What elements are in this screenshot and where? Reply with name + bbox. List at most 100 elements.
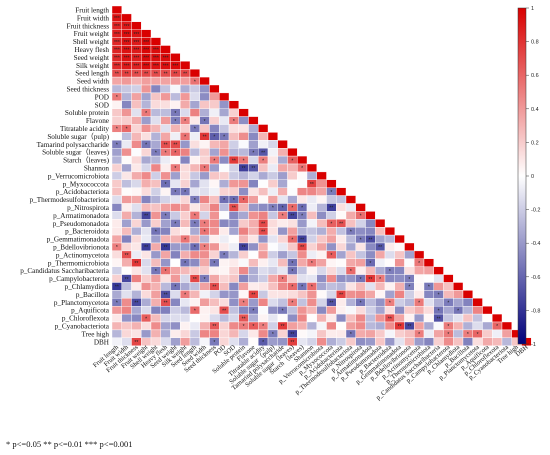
significance-mark: *	[360, 277, 362, 283]
significance-mark: *	[408, 285, 410, 291]
significance-mark: *	[350, 269, 352, 275]
significance-mark: *	[126, 127, 128, 133]
heatmap-cell	[248, 242, 259, 252]
heatmap-cell	[297, 219, 308, 228]
heatmap-cell	[277, 147, 288, 157]
heatmap-cell	[199, 234, 210, 244]
colorbar: 1 0.8 0.6 0.4 0.2 0 -0.2 -0.4 -0.6 -0.8 -1	[517, 6, 540, 348]
row-label: p_Thermomicrobiota	[48, 259, 110, 267]
heatmap-cell	[355, 313, 366, 323]
heatmap-cell	[160, 92, 171, 102]
heatmap-cell	[267, 195, 278, 204]
heatmap-cell	[219, 290, 230, 299]
heatmap-cell	[287, 147, 298, 157]
heatmap-cell	[121, 321, 132, 331]
row-label: Starch（leaves)	[63, 157, 110, 165]
heatmap-cell	[141, 195, 152, 204]
heatmap-cell	[150, 124, 161, 133]
heatmap-cell	[160, 226, 171, 236]
heatmap-cell	[228, 306, 239, 315]
heatmap-cell	[131, 242, 142, 252]
significance-mark: *	[252, 308, 254, 314]
heatmap-cell	[482, 306, 493, 315]
heatmap-cell	[189, 258, 200, 267]
heatmap-cell	[248, 116, 259, 125]
significance-mark: **	[134, 261, 138, 267]
heatmap-cell	[238, 329, 249, 338]
heatmap-cell	[316, 242, 327, 252]
row-label: Soluble sugar（pulp)	[47, 133, 109, 141]
heatmap-cell	[180, 61, 191, 70]
heatmap-cell	[297, 226, 308, 236]
heatmap-cell	[336, 226, 347, 236]
heatmap-cell	[433, 329, 444, 338]
significance-mark: **	[144, 245, 148, 251]
heatmap-cell	[189, 313, 200, 323]
significance-mark: **	[134, 300, 138, 306]
heatmap-cell	[443, 290, 454, 299]
heatmap-cell	[336, 298, 347, 307]
heatmap-cell	[238, 219, 249, 228]
row-label: p_Bdellovibrionota	[53, 243, 110, 251]
heatmap-cell	[267, 147, 278, 157]
heatmap-cell	[131, 219, 142, 228]
heatmap-cell	[209, 100, 220, 109]
heatmap-cell	[394, 258, 405, 267]
heatmap-cell	[258, 203, 269, 212]
significance-mark: *	[291, 206, 293, 212]
row-label: p_Acidobacteriota	[56, 188, 110, 196]
heatmap-cell	[189, 250, 200, 259]
significance-mark: *	[360, 237, 362, 243]
significance-mark: *	[204, 277, 206, 283]
heatmap-cell	[170, 100, 181, 109]
heatmap-cell	[150, 258, 161, 267]
heatmap-cell	[365, 266, 376, 275]
heatmap-cell	[170, 234, 181, 244]
significance-mark: **	[125, 253, 129, 259]
significance-mark: ***	[124, 56, 130, 62]
row-label: Titratable acidity	[60, 125, 109, 133]
heatmap-cell	[267, 155, 278, 165]
heatmap-cell	[180, 211, 191, 220]
heatmap-cell	[462, 313, 473, 323]
heatmap-cell	[111, 250, 122, 259]
row-label: Shannon	[84, 164, 110, 172]
heatmap-cell	[238, 124, 249, 133]
heatmap-cell	[277, 179, 288, 188]
heatmap-cell	[141, 329, 152, 338]
heatmap-cell	[228, 163, 239, 173]
heatmap-cell	[394, 234, 405, 244]
heatmap-cell	[238, 179, 249, 188]
heatmap-cell	[228, 329, 239, 338]
heatmap-cell	[326, 321, 337, 331]
heatmap-cell	[482, 329, 493, 338]
significance-mark: **	[115, 285, 119, 291]
significance-mark: ***	[143, 40, 149, 46]
heatmap-cell	[170, 124, 181, 133]
heatmap-cell	[141, 155, 152, 165]
heatmap-cell	[287, 163, 298, 173]
heatmap-cell	[111, 211, 122, 220]
heatmap-cell	[258, 258, 269, 267]
heatmap-cell	[150, 313, 161, 323]
heatmap-cell	[189, 290, 200, 299]
heatmap-cell	[189, 68, 200, 78]
heatmap-cell	[248, 195, 259, 204]
heatmap-cell	[121, 171, 132, 180]
heatmap-cell	[355, 329, 366, 338]
heatmap-cell	[189, 147, 200, 157]
significance-mark: *	[213, 158, 215, 164]
significance-mark: *	[252, 150, 254, 156]
heatmap-cell	[433, 266, 444, 275]
heatmap-cell	[258, 124, 269, 133]
significance-mark: *	[311, 285, 313, 291]
heatmap-cell	[209, 140, 220, 149]
significance-mark: **	[329, 300, 333, 306]
heatmap-cell	[258, 187, 269, 196]
heatmap-cell	[462, 306, 473, 315]
heatmap-cell	[316, 313, 327, 323]
heatmap-cell	[150, 298, 161, 307]
heatmap-cell	[228, 266, 239, 275]
significance-mark: ***	[133, 40, 139, 46]
